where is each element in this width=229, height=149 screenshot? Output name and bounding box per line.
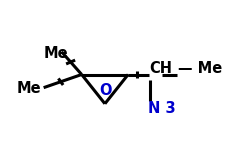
- Text: — Me: — Me: [178, 61, 222, 76]
- Text: CH: CH: [150, 61, 173, 76]
- Text: Me: Me: [44, 46, 68, 61]
- Text: Me: Me: [16, 81, 41, 96]
- Text: N 3: N 3: [148, 101, 176, 116]
- Text: O: O: [100, 83, 112, 98]
